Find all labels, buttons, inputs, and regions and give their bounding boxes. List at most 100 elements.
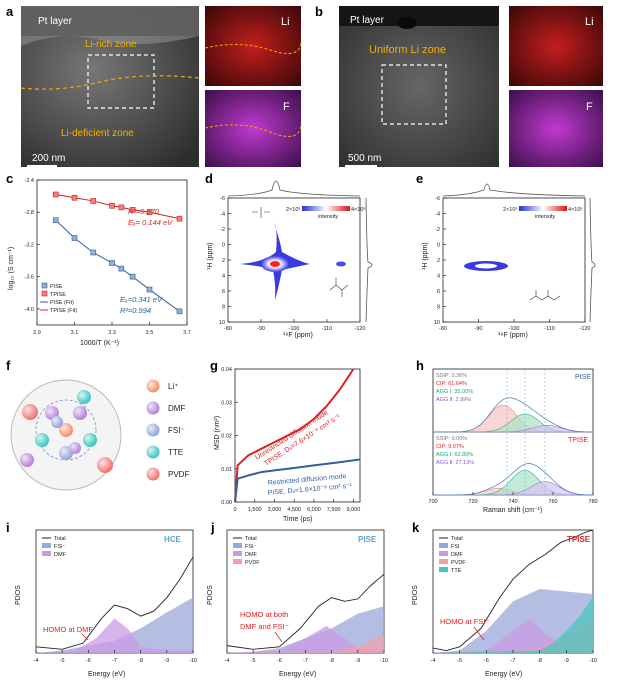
c-point-pise [90,249,97,256]
g-marks [234,368,361,503]
k-xtick-label: -5 [457,658,462,664]
pt-layer-label-a: Pt layer [38,16,73,27]
i-xtick-label: -5 [60,658,65,664]
g-ticks: 0 1,500 3,000 4,500 6,000 7,500 9,000 0.00 0.01 0… [221,367,360,513]
panel-letter-d: d [205,171,213,186]
panel-letter-c: c [6,171,13,186]
i-legend-fsi: FSI⁻ [54,544,66,550]
d-ytick-label: 8 [222,305,225,311]
pt-layer-label-b: Pt layer [350,15,385,26]
g-xtick-label: 0 [233,507,236,513]
i-ylabel: PDOS [15,585,22,605]
i-pdos-dmf [36,618,193,653]
d-ylabel: ¹H (ppm) [207,242,214,270]
f-legend-label: Li⁺ [168,382,178,391]
selection-box-a [87,54,155,109]
c-point-pise [129,273,136,280]
h-envelope [433,463,594,496]
f-legend-swatch-highlight [146,467,160,481]
c-xtick-label: 2.9 [33,330,41,336]
j-xlabel: Energy (eV) [279,671,316,678]
map-f-label-a: F [283,101,290,113]
h-pise-ssip: SSIP: 0.36% [436,373,467,379]
k-legend-dmf-swatch [439,551,448,556]
e-cbar-lo: 2×10⁵ [503,206,518,213]
j-xtick-label: -7 [303,658,308,664]
boundary-line-a [20,75,200,90]
h-tpise-ssip: SSIP: 0.00% [436,436,467,442]
j-ylabel: PDOS [207,585,214,605]
h-pise-name: PISE [575,374,591,381]
k-legend-dmf: DMF [451,552,464,558]
g-xtick-label: 6,000 [307,507,321,513]
d-xtick-label: -80 [224,326,232,332]
h-xtick-label: 720 [468,499,477,505]
f-legend-swatch-highlight [146,401,160,415]
f-legend-swatch-highlight [146,379,160,393]
legend-pise-fit: PISE (Fit) [50,300,74,306]
c-xlabel: 1000/T (K⁻¹) [80,340,119,347]
f-ball-highlight [59,423,73,437]
k-xtick-label: -9 [564,658,569,664]
h-tpise-labels: TPISE SSIP: 0.00% CIP: 9.97% AGG Ⅰ: 62.8… [436,436,589,466]
j-xtick-label: -9 [355,658,360,664]
c-ea-pise: Eₐ=0.341 eV [120,295,163,304]
e-xtick-label: -90 [475,326,483,332]
c-ytick-label: -2.4 [25,178,34,184]
c-ea-tpise: Eₐ= 0.144 eV [128,218,173,227]
j-homo-2: DMF and FSI⁻ [240,622,289,631]
uniform-li-label: Uniform Li zone [369,44,446,56]
h-tpise-agg1: AGG Ⅰ: 62.89% [436,452,473,458]
d-ytick-label: 4 [222,274,225,280]
e-top-spectrum [442,183,586,197]
d-xlabel: ¹⁹F (ppm) [283,332,313,339]
h-pise-agg2: AGG Ⅱ: 2.99% [436,397,471,403]
panel-h: h PISE SSIP: 0.36% CIP: 61.64% AGG Ⅰ: 35… [416,358,598,514]
panel-c: c 2.9 3.1 3.3 3.5 3.7 -2.4 -2.8 -3.2 -3.6 -4.0 10… [6,171,191,347]
k-legend-pvdf: PVDF [451,560,466,566]
i-legend-fsi-swatch [42,543,51,548]
j-legend-fsi-swatch [233,543,242,548]
f-legend-swatch-highlight [146,423,160,437]
j-pdos-dmf [227,625,384,653]
panel-letter-e: e [416,171,423,186]
e-molecule-tte [529,290,561,301]
c-ticks: 2.9 3.1 3.3 3.5 3.7 -2.4 -2.8 -3.2 -3.6 -4.0 [25,178,191,336]
c-r2-tpise: R²=0.970 [128,207,160,216]
k-legend-pvdf-swatch [439,559,448,564]
h-marks [433,369,594,496]
i-area: -4 -5 -6 -7 -8 -9 -10 [34,556,197,664]
j-legend-dmf: DMF [245,552,258,558]
k-pdos-fsi [433,589,593,653]
c-point-pise [118,265,125,272]
k-legend-fsi-swatch [439,543,448,548]
f-legend-label: TTE [168,448,183,457]
panel-letter-i: i [6,520,10,535]
d-ytick-label: 0 [222,243,225,249]
map-f-label-b: F [586,101,593,113]
k-title: TPISE [567,535,591,544]
i-xtick-label: -10 [189,658,197,664]
h-tpise-cip: CIP: 9.97% [436,444,464,450]
j-legend-dmf-swatch [233,551,242,556]
panel-letter-j: j [210,520,215,535]
f-map-b [509,90,603,167]
j-legend-fsi: FSI⁻ [245,544,257,550]
scale-label-b: 500 nm [348,153,381,164]
e-ytick-label: 2 [437,258,440,264]
c-ytick-label: -3.6 [25,275,34,281]
e-ytick-label: -4 [435,212,440,218]
k-legend-tte-swatch [439,567,448,572]
k-area: -4 -5 -6 -7 -8 -9 -10 [431,529,597,664]
j-legend-pvdf: PVDF [245,560,260,566]
legend-marker-tpise [41,290,48,297]
f-legend: Li⁺ DMF FSI⁻ TTE PVDF [146,379,189,481]
legend-tpise-fit: TPISE (Fit) [50,308,77,314]
j-xtick-label: -10 [380,658,388,664]
d-ytick-label: 10 [219,320,225,326]
k-pdos-total [432,529,594,652]
h-pise-cip: CIP: 61.64% [436,381,467,387]
k-legend-tte: TTE [451,568,462,574]
g-ylabel: MSD (nm²) [214,416,221,450]
